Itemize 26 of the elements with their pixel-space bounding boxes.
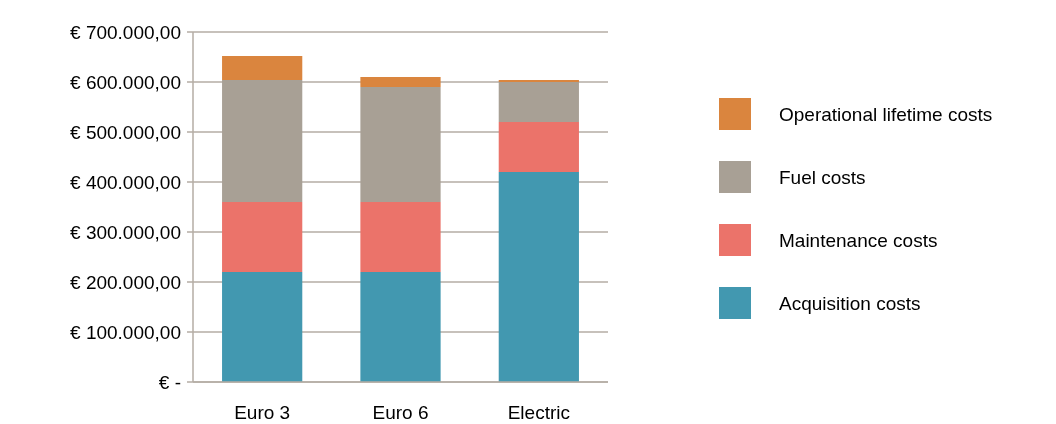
y-tick-label: € 700.000,00 <box>70 21 181 43</box>
bar <box>360 77 441 87</box>
y-tick-label: € 500.000,00 <box>70 121 181 143</box>
bar <box>222 80 303 202</box>
x-tick-label: Euro 3 <box>234 402 291 423</box>
y-tick-label: € 200.000,00 <box>70 271 181 293</box>
bar <box>498 82 579 122</box>
bar <box>360 272 441 382</box>
y-tick-label: € 300.000,00 <box>70 221 181 243</box>
bar <box>360 87 441 202</box>
bar <box>360 202 441 272</box>
bar <box>222 272 303 382</box>
bar <box>498 172 579 382</box>
legend-label: Fuel costs <box>779 166 866 188</box>
y-tick-label: € 600.000,00 <box>70 71 181 93</box>
legend-label: Maintenance costs <box>779 229 938 251</box>
legend-label: Acquisition costs <box>779 292 921 314</box>
legend-label: Operational lifetime costs <box>779 103 993 125</box>
y-tick-label: € 400.000,00 <box>70 171 181 193</box>
bar <box>498 122 579 172</box>
y-tick-label: € 100.000,00 <box>70 321 181 343</box>
y-tick-label: € - <box>158 371 181 393</box>
bar <box>222 202 303 272</box>
x-tick-label: Euro 6 <box>372 402 429 423</box>
x-tick-label: Electric <box>507 402 570 423</box>
bar <box>222 56 303 80</box>
